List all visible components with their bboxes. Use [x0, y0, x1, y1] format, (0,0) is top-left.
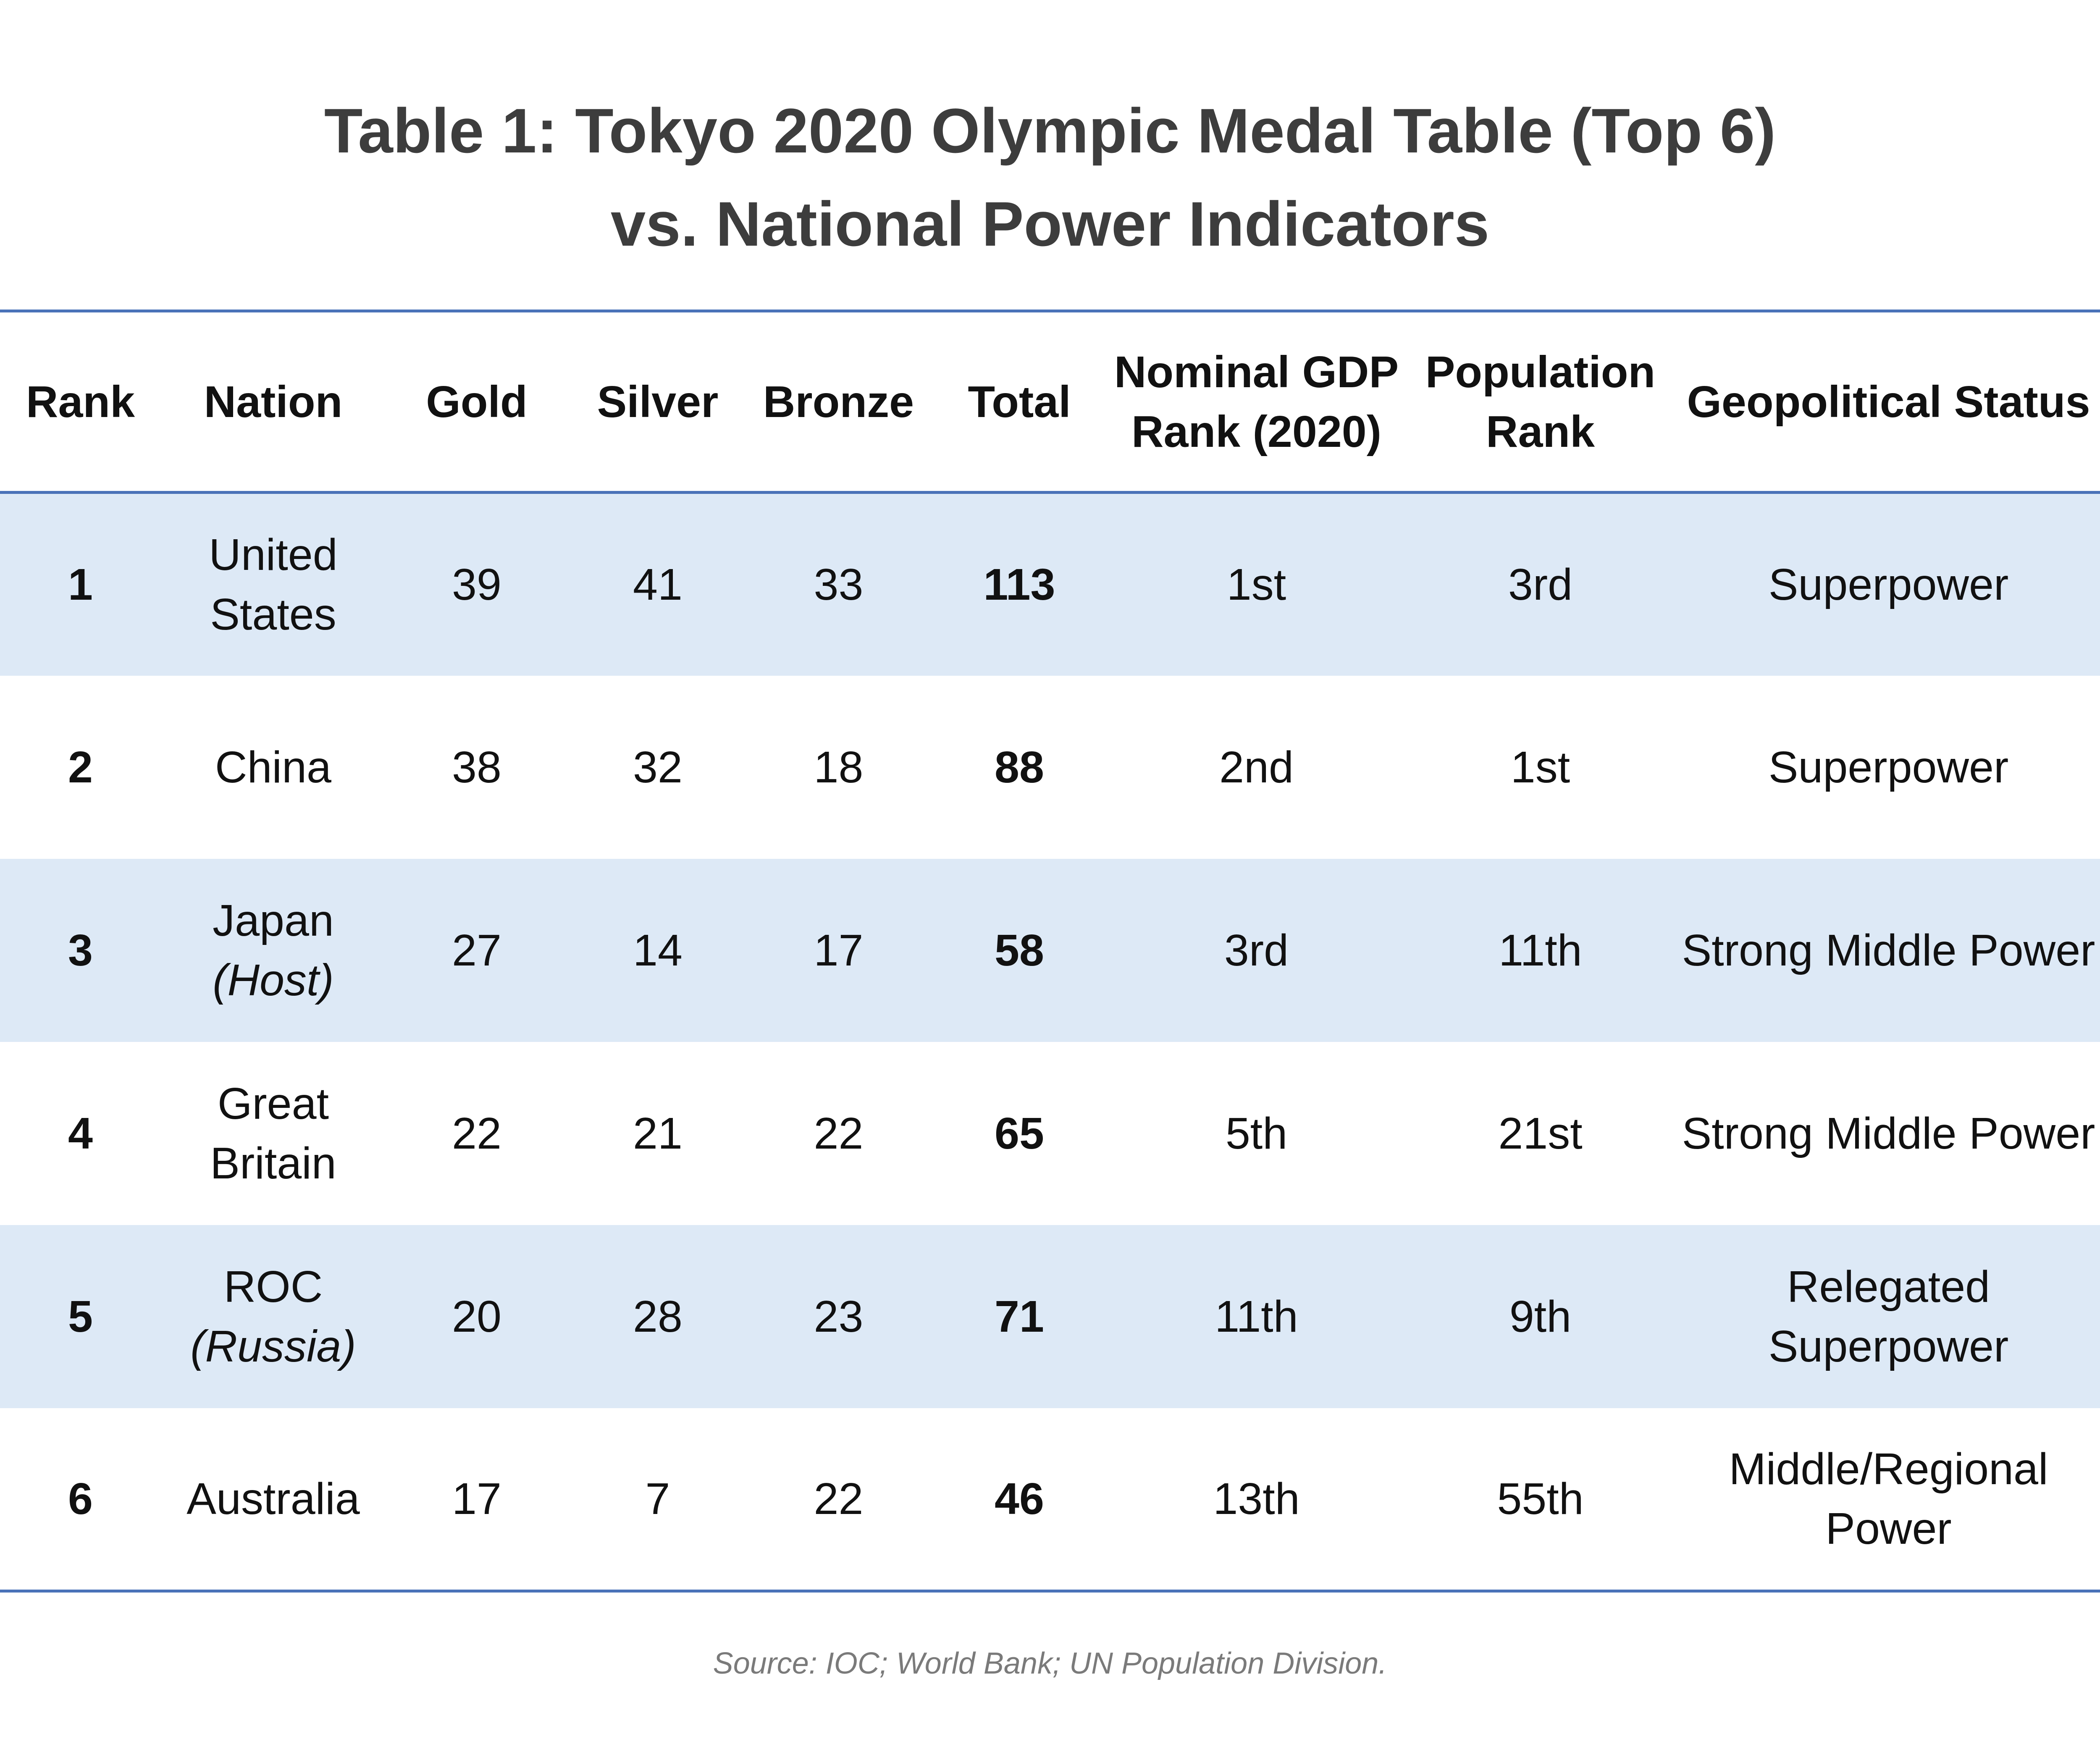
table-row: 5 ROC (Russia) 20 28 23 71 11th 9th Relegated Sup… — [0, 1225, 2100, 1408]
column-header: Nominal GDP Rank (2020) — [1114, 347, 1399, 457]
table-cell: Strong Middle Power — [1682, 925, 2095, 975]
table-cell: 3rd — [1508, 560, 1573, 610]
table-row: 4 Great Britain 22 21 22 65 5th 21st Strong Midd… — [0, 1042, 2100, 1225]
column-header: Gold — [426, 377, 528, 427]
table-cell: 33 — [814, 560, 864, 610]
column-header: Silver — [597, 377, 719, 427]
nation-name: Australia — [186, 1474, 360, 1524]
table-cell: 27 — [452, 925, 501, 975]
table-cell: 21 — [633, 1108, 682, 1158]
table-row: 3 Japan (Host) 27 14 17 58 3rd 11th Strong Middle… — [0, 858, 2100, 1042]
total-cell: 58 — [995, 925, 1044, 975]
table-cell: Superpower — [1768, 742, 2009, 792]
column-header: Total — [968, 377, 1071, 427]
nation-name: China — [215, 742, 331, 792]
title-line: Table 1: Tokyo 2020 Olympic Medal Table … — [324, 95, 1776, 166]
nation-name: United States — [209, 530, 338, 640]
table-header: Rank Nation Gold Silver Bronze Total Nominal G… — [0, 311, 2100, 493]
table-cell: 22 — [814, 1474, 864, 1524]
table-cell: 13th — [1213, 1474, 1300, 1524]
column-header: Rank — [26, 377, 135, 427]
table-cell: 7 — [645, 1474, 670, 1524]
table-body: 1 United States 39 41 33 113 1st 3rd Superpower 2… — [0, 492, 2100, 1591]
table-cell: 23 — [814, 1291, 864, 1341]
title: Table 1: Tokyo 2020 Olympic Medal Table … — [0, 84, 2100, 270]
nation-note: (Host) — [213, 955, 334, 1005]
table-cell: 11th — [1215, 1291, 1298, 1341]
table-cell: Relegated Superpower — [1768, 1262, 2009, 1371]
title-line: vs. National Power Indicators — [610, 189, 1490, 259]
column-header: Population Rank — [1425, 347, 1656, 457]
table-cell: 11th — [1499, 925, 1582, 975]
nation-name: Japan — [213, 895, 334, 945]
rank-cell: 4 — [68, 1108, 93, 1158]
table-cell: 32 — [633, 742, 682, 792]
column-header: Geopolitical Status — [1687, 377, 2090, 427]
total-cell: 65 — [995, 1108, 1044, 1158]
table-cell: 28 — [633, 1291, 682, 1341]
table-cell: 5th — [1225, 1108, 1288, 1158]
nation-note: (Russia) — [190, 1321, 356, 1371]
table-cell: 22 — [452, 1108, 501, 1158]
table-row: 2 China 38 32 18 88 2nd 1st Superpower — [0, 676, 2100, 859]
table-cell: 14 — [633, 925, 682, 975]
table-cell: 17 — [814, 925, 864, 975]
rank-cell: 5 — [68, 1291, 93, 1341]
column-header: Nation — [204, 377, 343, 427]
table-cell: 55th — [1497, 1474, 1584, 1524]
total-cell: 46 — [995, 1474, 1044, 1524]
total-cell: 113 — [983, 560, 1055, 610]
nation-cell: China — [161, 676, 386, 859]
table-cell: 9th — [1509, 1291, 1572, 1341]
table-cell: 20 — [452, 1291, 501, 1341]
nation-name: Great Britain — [210, 1078, 336, 1188]
rank-cell: 2 — [68, 742, 93, 792]
medal-table: Rank Nation Gold Silver Bronze Total Nominal G… — [0, 310, 2100, 1593]
table-cell: 1st — [1226, 560, 1286, 610]
nation-cell: Japan (Host) — [161, 859, 386, 1042]
table-cell: 1st — [1510, 742, 1570, 792]
nation-name: ROC — [223, 1262, 323, 1312]
rank-cell: 1 — [68, 560, 93, 610]
total-cell: 88 — [995, 742, 1044, 792]
nation-cell: United States — [161, 493, 386, 676]
table-cell: 41 — [633, 560, 682, 610]
nation-cell: Great Britain — [161, 1042, 386, 1225]
source-note: Source: IOC; World Bank; UN Population D… — [713, 1647, 1387, 1680]
table-cell: Superpower — [1768, 560, 2009, 610]
rank-cell: 3 — [68, 925, 93, 975]
table-cell: 38 — [452, 742, 501, 792]
table-cell: 17 — [452, 1474, 501, 1524]
table-row: 1 United States 39 41 33 113 1st 3rd Superpower — [0, 492, 2100, 676]
table-cell: 18 — [814, 742, 864, 792]
table-cell: 2nd — [1219, 742, 1294, 792]
header-row: Rank Nation Gold Silver Bronze Total Nominal G… — [0, 311, 2100, 493]
table-cell: 22 — [814, 1108, 864, 1158]
table-cell: 3rd — [1224, 925, 1289, 975]
table-cell: Strong Middle Power — [1682, 1108, 2095, 1158]
nation-cell: ROC (Russia) — [161, 1225, 386, 1408]
table-cell: 39 — [452, 560, 501, 610]
table-cell: 21st — [1498, 1108, 1583, 1158]
nation-cell: Australia — [161, 1408, 386, 1591]
table-row: 6 Australia 17 7 22 46 13th 55th Middle/Regional… — [0, 1408, 2100, 1591]
rank-cell: 6 — [68, 1474, 93, 1524]
total-cell: 71 — [995, 1291, 1044, 1341]
table-cell: Middle/Regional Power — [1729, 1444, 2048, 1553]
column-header: Bronze — [763, 377, 914, 427]
